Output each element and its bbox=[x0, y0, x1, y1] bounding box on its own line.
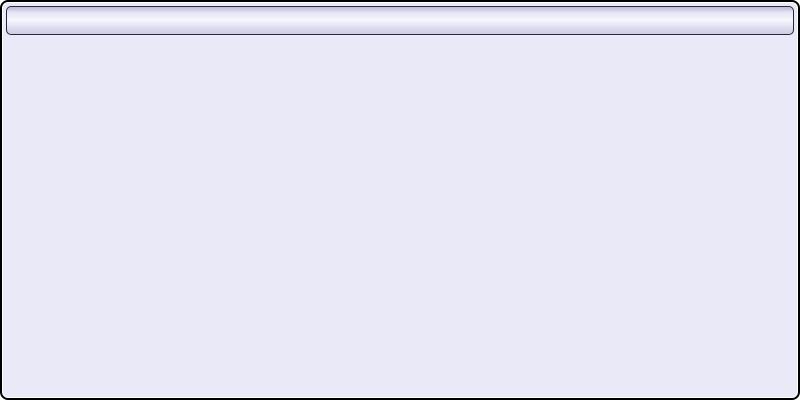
chart-title-bar bbox=[6, 6, 794, 35]
